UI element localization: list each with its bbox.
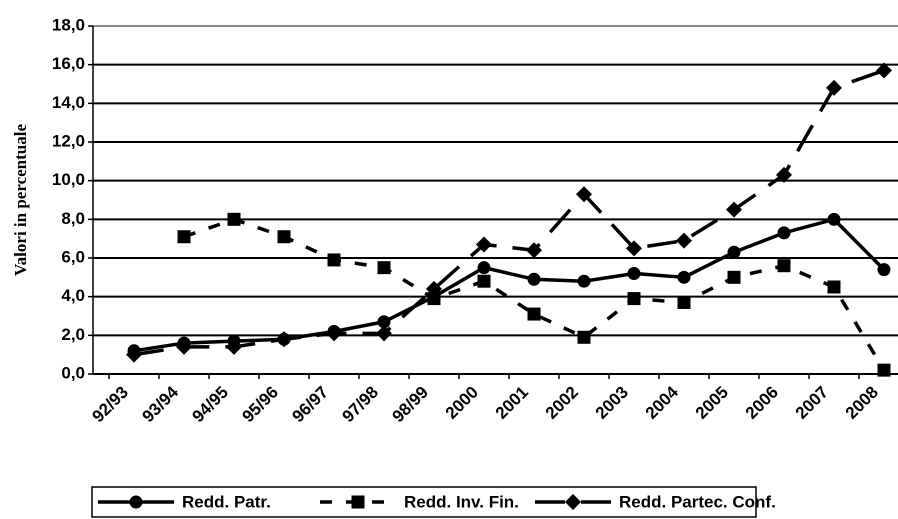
marker [626,240,642,257]
marker [827,280,841,294]
x-tick-label: 98/99 [388,383,432,427]
series-line [133,217,886,353]
legend-item: Redd. Patr. [98,492,271,511]
series-line [133,68,885,357]
legend-label: Redd. Partec. Conf. [619,492,776,511]
marker [227,212,241,226]
marker [627,292,641,306]
marker [565,494,581,510]
x-tick-label: 2000 [442,383,482,423]
legend-item: Redd. Inv. Fin. [320,492,519,511]
y-axis-label: Valori in percentuale [11,124,30,277]
marker [677,270,691,284]
marker [826,79,842,96]
marker [727,245,741,259]
marker [427,292,441,306]
marker [377,315,391,329]
marker [177,230,191,244]
marker [577,330,591,344]
marker [526,242,542,259]
marker [676,232,692,249]
marker [527,307,541,321]
x-tick-label: 2008 [842,383,882,423]
marker [226,338,242,355]
x-tick-label: 2005 [692,383,732,423]
marker [276,331,292,348]
marker [877,363,891,377]
marker [776,166,792,183]
legend-box [91,486,757,518]
x-tick-label: 97/98 [338,383,382,427]
x-tick-label: 2006 [742,383,782,423]
marker [527,272,541,286]
x-tick-label: 92/93 [88,383,132,427]
y-tick-label: 2,0 [61,325,85,344]
x-tick-label: 93/94 [138,382,182,426]
x-tick-label: 2004 [642,382,683,423]
x-tick-label: 2003 [592,383,632,423]
marker [426,280,442,297]
x-tick-label: 2001 [492,383,532,423]
y-tick-label: 12,0 [52,131,85,150]
legend-item: Redd. Partec. Conf. [535,492,776,511]
legend-label: Redd. Inv. Fin. [404,492,519,511]
marker [727,270,741,284]
marker [877,263,891,277]
y-tick-label: 10,0 [52,170,85,189]
marker [726,201,742,218]
y-tick-label: 0,0 [61,363,85,382]
marker [477,261,491,275]
marker [876,62,892,79]
x-tick-label: 2002 [542,383,582,423]
marker [777,226,791,240]
y-tick-label: 16,0 [52,54,85,73]
marker [476,236,492,253]
marker [327,253,341,267]
marker [576,186,592,203]
legend-label: Redd. Patr. [182,492,271,511]
marker [129,495,143,509]
marker [277,230,291,244]
y-tick-label: 14,0 [52,93,85,112]
marker [351,495,365,509]
marker [326,325,342,342]
y-tick-label: 6,0 [61,247,85,266]
y-tick-label: 18,0 [52,15,85,34]
marker [377,261,391,275]
marker [376,325,392,342]
marker [827,212,841,226]
x-tick-label: 2007 [792,383,832,423]
marker [126,346,142,363]
y-tick-label: 4,0 [61,286,85,305]
marker [677,295,691,309]
x-tick-label: 94/95 [188,383,232,427]
marker [477,274,491,288]
marker [777,259,791,273]
marker [627,266,641,280]
x-tick-label: 95/96 [238,383,282,427]
marker [176,338,192,355]
marker [577,274,591,288]
y-tick-label: 8,0 [61,209,85,228]
x-tick-label: 96/97 [288,383,332,427]
